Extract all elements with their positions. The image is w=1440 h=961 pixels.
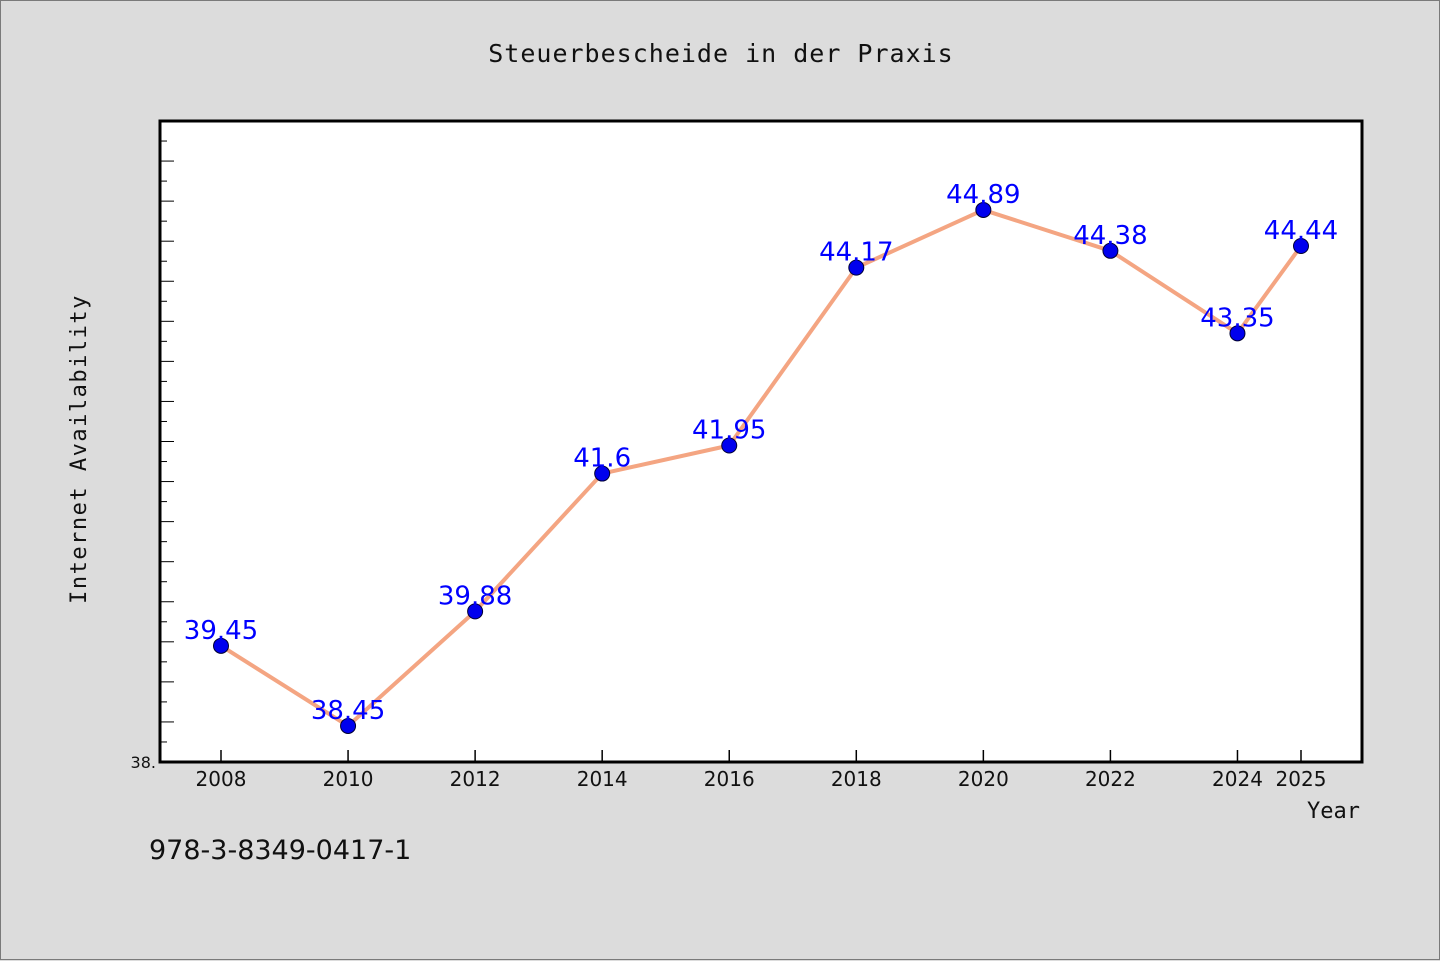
data-point-marker	[340, 717, 357, 734]
y-axis-label: Internet Availability	[67, 294, 92, 604]
data-label: 39.88	[438, 581, 512, 611]
x-axis-label: Year	[1307, 799, 1360, 824]
data-point-marker	[1293, 237, 1309, 254]
x-tick-label: 2024	[1212, 767, 1263, 791]
x-tick-label: 2025	[1276, 767, 1327, 791]
data-point-marker	[467, 603, 484, 620]
chart-title: Steuerbescheide in der Praxis	[488, 39, 954, 68]
data-point-marker	[975, 201, 992, 218]
data-point-marker	[594, 465, 611, 482]
footer-identifier: 978-3-8349-0417-1	[149, 835, 412, 866]
data-point-marker	[1229, 325, 1246, 342]
series-line	[219, 207, 1303, 728]
data-label: 41.95	[692, 416, 766, 446]
data-label: 41.6	[573, 444, 631, 474]
x-tick-label: 2014	[577, 767, 628, 791]
data-point-marker	[848, 259, 865, 276]
data-label: 39.45	[184, 616, 258, 646]
x-tick-label: 2012	[450, 767, 501, 791]
x-tick-label: 2020	[958, 767, 1009, 791]
x-tick-label: 2022	[1085, 767, 1136, 791]
x-axis-tick-labels: 2008 2010 2012 2014 2016 2018 2020 2022 2024 2025	[196, 767, 1327, 791]
x-tick-label: 2010	[323, 767, 374, 791]
data-label: 44.89	[946, 180, 1020, 210]
data-point-marker	[1102, 242, 1119, 259]
x-axis-ticks	[220, 750, 1302, 762]
x-tick-label: 2016	[704, 767, 755, 791]
data-point-marker	[721, 437, 738, 454]
plot-area	[158, 119, 1364, 764]
data-label: 44.17	[819, 238, 893, 268]
data-series: 39.45 38.45 39.88 41.6 41.95 44.17 44.89 44.38 4…	[184, 180, 1338, 734]
x-tick-label: 2008	[196, 767, 247, 791]
data-label: 43.35	[1200, 303, 1274, 333]
x-tick-label: 2018	[831, 767, 882, 791]
y-axis-ticks	[160, 140, 174, 743]
data-point-marker	[213, 637, 229, 654]
data-label: 38.45	[311, 696, 385, 726]
y-tick-label: 38.	[131, 753, 156, 772]
data-label: 44.38	[1073, 221, 1147, 251]
data-label: 44.44	[1264, 216, 1338, 246]
